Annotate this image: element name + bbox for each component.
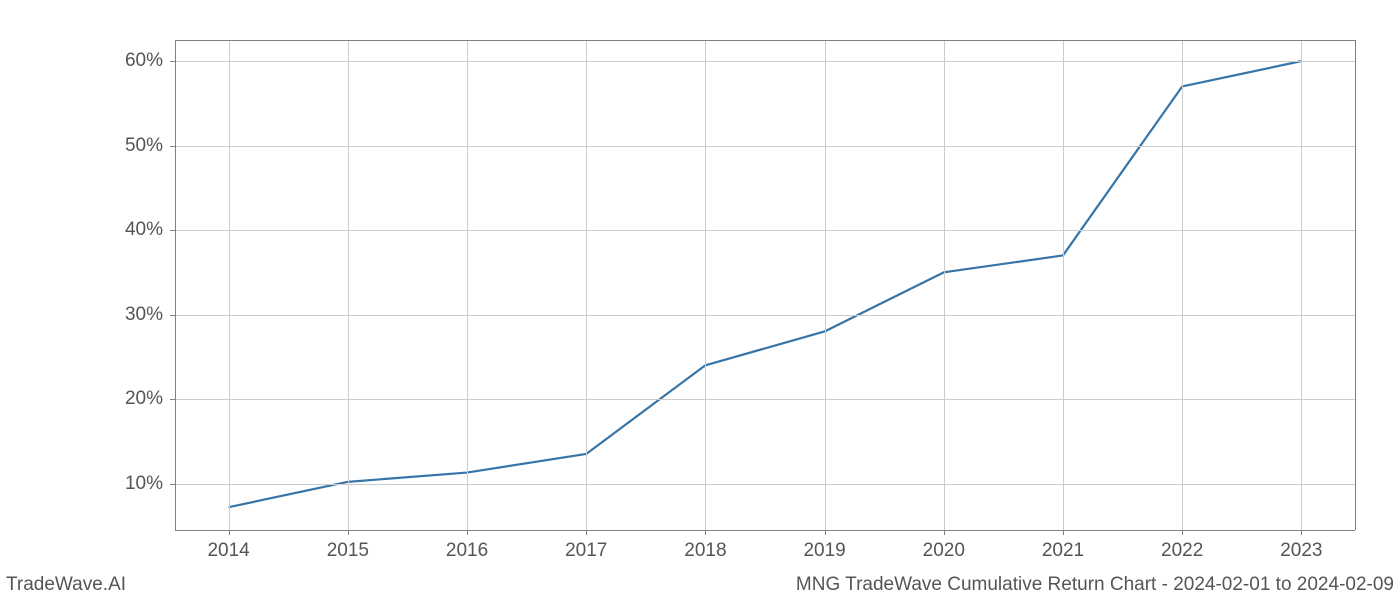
gridline-vertical [467,40,468,530]
gridline-horizontal [175,484,1355,485]
y-tick-label: 50% [125,135,175,157]
footer-caption: MNG TradeWave Cumulative Return Chart - … [796,574,1394,596]
gridline-vertical [229,40,230,530]
x-tick-label: 2020 [923,530,965,562]
x-tick-label: 2016 [446,530,488,562]
gridline-horizontal [175,146,1355,147]
x-tick-label: 2022 [1161,530,1203,562]
x-tick-label: 2015 [327,530,369,562]
axis-spine-top [175,40,1355,41]
y-tick-label: 10% [125,473,175,495]
axis-spine-right [1355,40,1356,530]
axis-spine-left [175,40,176,530]
plot-area: 10%20%30%40%50%60%2014201520162017201820… [175,40,1355,530]
gridline-vertical [586,40,587,530]
gridline-vertical [705,40,706,530]
line-chart-svg [175,40,1355,530]
chart-container: 10% 20% 30% 40% 50% 60% 2014 2015 2016 2017 2018 20… [0,0,1400,600]
return-line-series [229,61,1302,507]
gridline-vertical [944,40,945,530]
footer-brand: TradeWave.AI [6,574,126,596]
x-tick-label: 2014 [207,530,249,562]
y-tick-label: 20% [125,388,175,410]
y-tick-label: 60% [125,50,175,72]
gridline-horizontal [175,315,1355,316]
x-tick-label: 2017 [565,530,607,562]
gridline-horizontal [175,399,1355,400]
gridline-vertical [1301,40,1302,530]
gridline-vertical [1063,40,1064,530]
axis-spine-bottom [175,530,1355,531]
x-tick-label: 2019 [803,530,845,562]
gridline-vertical [1182,40,1183,530]
gridline-vertical [825,40,826,530]
x-tick-label: 2018 [684,530,726,562]
gridline-vertical [348,40,349,530]
x-tick-label: 2021 [1042,530,1084,562]
gridline-horizontal [175,61,1355,62]
x-tick-label: 2023 [1280,530,1322,562]
y-tick-label: 40% [125,219,175,241]
gridline-horizontal [175,230,1355,231]
y-tick-label: 30% [125,304,175,326]
